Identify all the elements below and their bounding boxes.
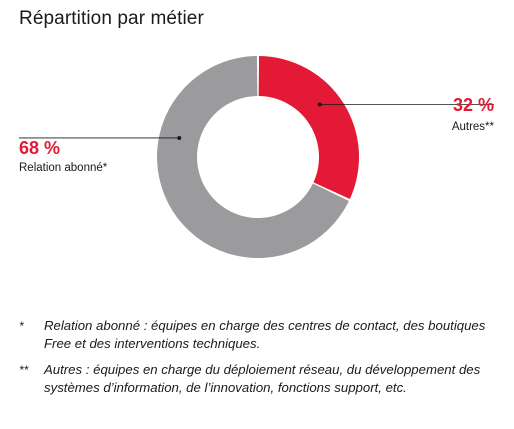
leader-dot-relation-abonne bbox=[177, 135, 182, 140]
footnote-text: Relation abonné : équipes en charge des … bbox=[44, 318, 486, 351]
relation-abonne-percentage-label: 68 % bbox=[19, 138, 61, 158]
footnote-marker: ** bbox=[19, 363, 29, 377]
footnote-text: Autres : équipes en charge du déploiemen… bbox=[44, 362, 481, 395]
donut-slice-autres bbox=[258, 56, 360, 200]
footnote-marker: * bbox=[19, 319, 24, 333]
chart-title: Répartition par métier bbox=[19, 8, 204, 29]
donut-slice-relation-abonne bbox=[156, 56, 349, 258]
autres-percentage-label: 32 % bbox=[452, 95, 494, 115]
leader-dot-autres bbox=[317, 102, 322, 107]
footnotes: * Relation abonné : équipes en charge de… bbox=[19, 317, 499, 405]
relation-abonne-category-label: Relation abonné* bbox=[19, 162, 108, 174]
donut-chart bbox=[19, 56, 494, 258]
autres-category-label: Autres** bbox=[451, 121, 494, 133]
footnote-relation-abonne: * Relation abonné : équipes en charge de… bbox=[19, 317, 499, 353]
footnote-autres: ** Autres : équipes en charge du déploie… bbox=[19, 361, 499, 397]
